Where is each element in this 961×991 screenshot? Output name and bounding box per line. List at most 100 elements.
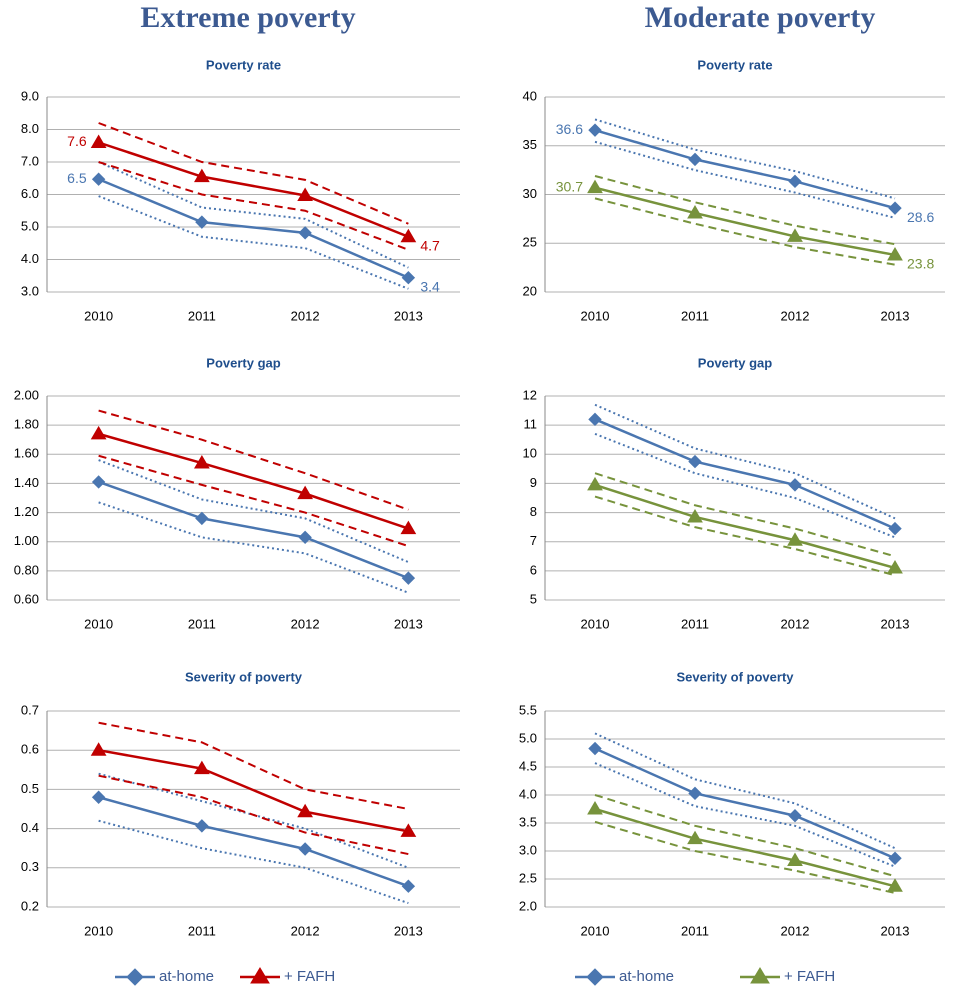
bound-line [594,432,896,539]
legend-marker [250,967,270,984]
y-tick-label: 5.0 [21,218,39,233]
value-label: 4.7 [420,237,440,253]
marker [587,179,603,194]
y-tick-label: 0.5 [21,781,39,796]
marker [888,201,902,215]
x-tick-label: 2010 [84,923,113,938]
x-tick-label: 2013 [881,616,910,631]
marker [887,246,903,261]
marker [195,511,209,526]
marker [401,879,416,893]
chart-title: Severity of poverty [676,669,794,684]
bound-line [98,721,409,810]
y-tick-label: 6.0 [21,186,39,201]
x-tick-label: 2013 [881,308,910,323]
y-tick-label: 12 [523,387,537,402]
series-line [98,796,409,888]
y-tick-label: 40 [523,88,537,103]
y-tick-label: 1.80 [14,417,39,432]
x-tick-label: 2013 [881,923,910,938]
bound-line [594,140,896,219]
y-tick-label: 8.0 [21,121,39,136]
value-label: 28.6 [907,209,934,225]
bound-line [594,495,896,577]
value-label: 23.8 [907,256,934,272]
marker [688,454,702,469]
marker [788,809,802,823]
y-tick-label: 8 [530,504,537,519]
marker [588,412,602,427]
marker [297,485,313,500]
marker [90,425,107,440]
marker [91,172,106,186]
y-tick-label: 4.0 [519,786,537,801]
chart-title: Poverty gap [698,355,772,370]
x-tick-label: 2011 [188,923,216,938]
y-tick-label: 2.00 [14,387,39,402]
legend-label: at-home [159,968,214,985]
y-tick-label: 11 [524,417,538,432]
y-tick-label: 7.0 [21,153,39,168]
y-tick-label: 0.4 [21,820,39,835]
bound-line [594,794,896,878]
series-line [594,418,896,530]
marker [787,852,803,867]
series-line [98,432,409,530]
marker [90,742,107,756]
y-tick-label: 5 [530,591,537,606]
marker [297,803,313,818]
marker [400,823,417,837]
chart-title: Severity of poverty [185,669,303,684]
marker [687,205,703,219]
bound-line [98,774,409,856]
marker [297,187,313,201]
y-tick-label: 2.0 [519,898,537,913]
x-tick-label: 2010 [84,616,113,631]
y-tick-label: 10 [523,446,537,461]
y-tick-label: 5.5 [519,702,537,717]
bound-line [594,197,896,266]
value-label: 7.6 [67,133,87,149]
marker [788,174,802,189]
marker [298,226,312,240]
y-tick-label: 0.2 [21,898,39,913]
bound-line [98,122,409,225]
marker [401,571,416,585]
marker [787,228,803,242]
legend-marker [126,968,144,986]
marker [194,455,210,469]
legend-label: at-home [619,968,674,985]
legend-marker [586,968,604,986]
marker [588,123,602,137]
x-tick-label: 2010 [84,308,113,323]
y-tick-label: 1.00 [14,533,39,548]
x-tick-label: 2012 [291,308,320,323]
series-line [594,747,896,860]
series-line [594,128,896,210]
marker [91,790,106,804]
bound-line [594,472,896,558]
marker [90,134,107,148]
marker [195,215,209,229]
bound-line [98,161,409,269]
bound-line [98,409,409,511]
x-tick-label: 2012 [781,616,810,631]
marker [887,878,903,892]
bound-line [98,161,409,251]
x-tick-label: 2013 [394,923,423,938]
y-tick-label: 4.5 [519,758,537,773]
y-tick-label: 5.0 [519,730,537,745]
bound-line [594,732,896,850]
series-line [98,141,409,238]
value-label: 36.6 [556,121,583,137]
marker [194,168,210,183]
x-tick-label: 2012 [781,308,810,323]
x-tick-label: 2012 [291,616,320,631]
x-tick-label: 2011 [188,616,216,631]
marker [888,851,902,865]
x-tick-label: 2011 [681,616,709,631]
marker [787,532,803,546]
x-tick-label: 2011 [681,308,709,323]
